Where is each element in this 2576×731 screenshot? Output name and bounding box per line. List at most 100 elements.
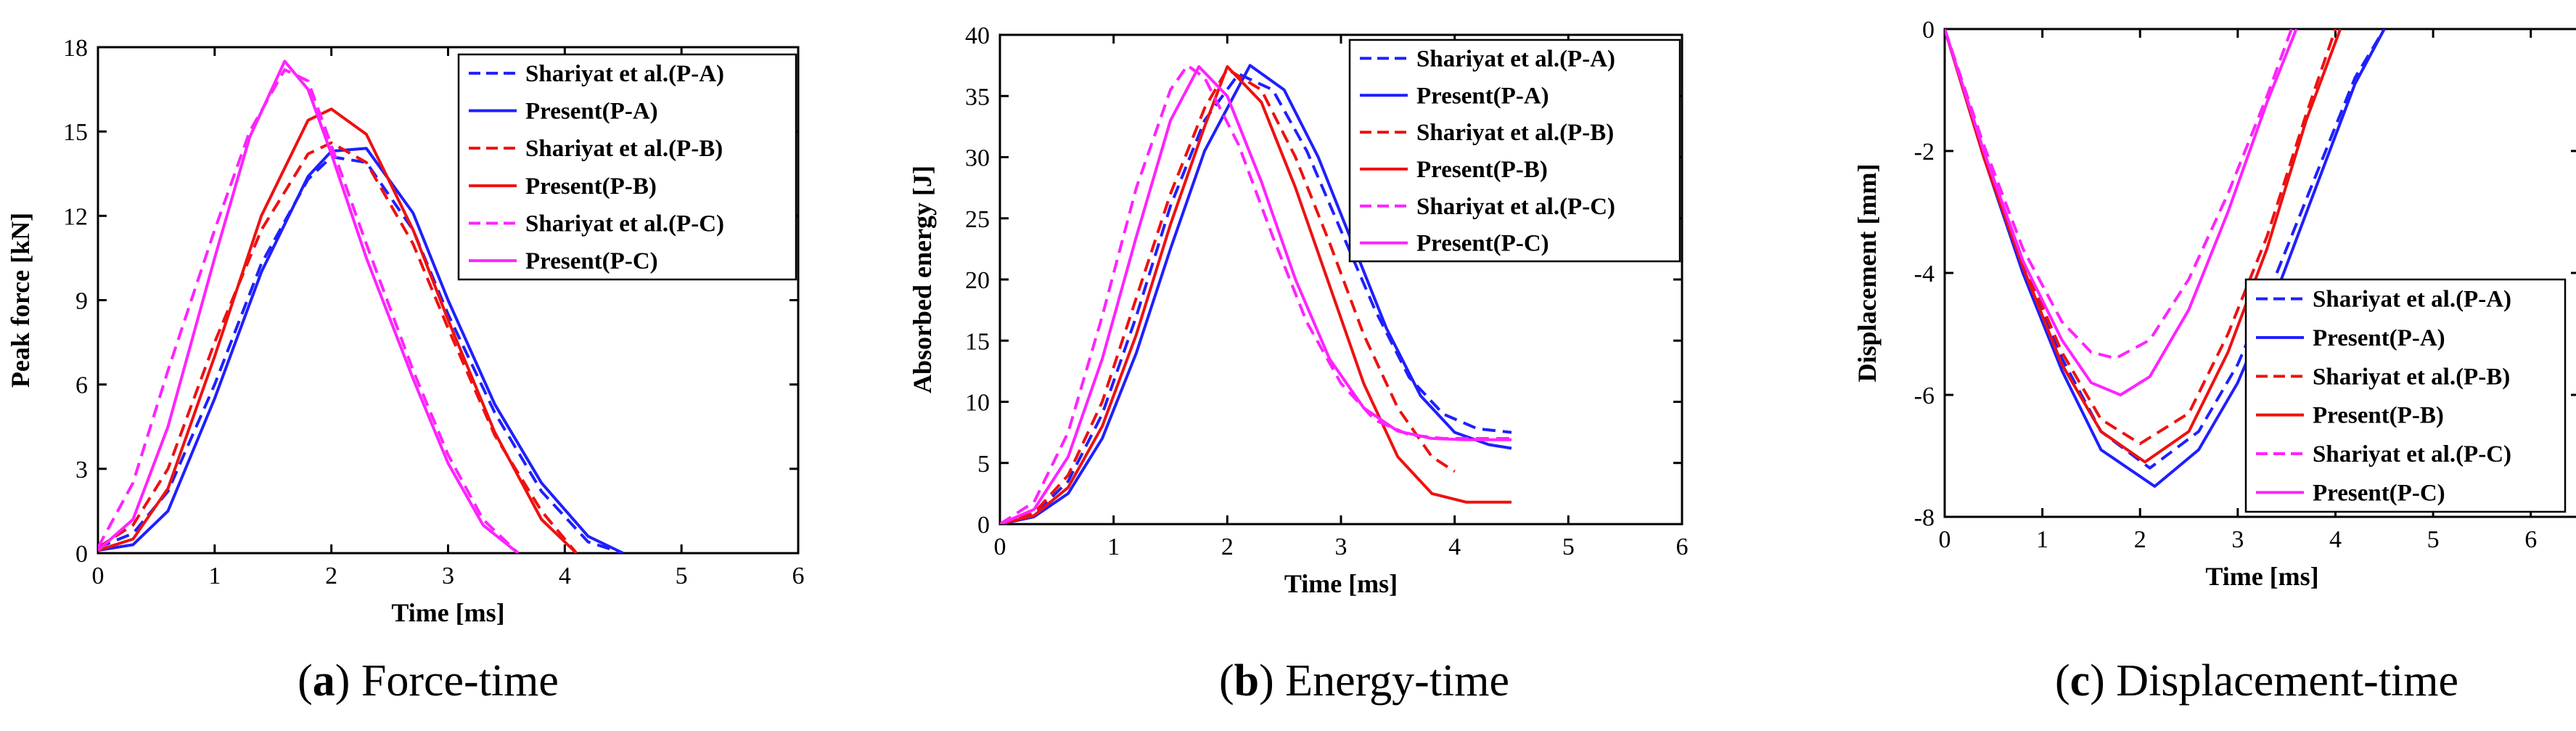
x-axis-title: Time [ms] — [391, 598, 504, 627]
chart-c: 0 1 2 3 4 5 6 -8 -6 -4 -2 0 Time [ms] Displacement [m… — [1853, 17, 2576, 706]
series-line — [1000, 65, 1511, 524]
legend: Shariyat et al.(P-A) Present(P-A) Shariyat… — [1348, 38, 1681, 263]
y-tick-label: 18 — [63, 35, 88, 62]
legend-label: Present(P-A) — [2313, 325, 2445, 351]
legend-label: Shariyat et al.(P-B) — [1416, 120, 1614, 146]
x-tick-label: 2 — [325, 563, 337, 589]
series-line — [98, 68, 520, 553]
series-line — [98, 155, 624, 553]
x-tick-label: 6 — [2524, 526, 2537, 553]
y-tick-label: 3 — [75, 457, 88, 483]
series-line — [98, 147, 624, 553]
y-tick-label: -8 — [1914, 505, 1935, 531]
y-tick-label: 35 — [965, 83, 990, 110]
caption-paren-close: ) — [1259, 656, 1285, 706]
series-group — [1945, 29, 2386, 488]
y-tick-label: -4 — [1914, 261, 1935, 287]
legend-label: Shariyat et al.(P-A) — [2313, 287, 2511, 313]
x-tick-label: 4 — [2329, 526, 2342, 553]
y-tick-label: -6 — [1914, 383, 1935, 409]
legend: Shariyat et al.(P-A) Present(P-A) Shariyat… — [2244, 278, 2567, 513]
legend-label: Present(P-A) — [525, 99, 658, 125]
legend-box — [457, 53, 797, 281]
legend-label: Shariyat et al.(P-A) — [1416, 46, 1615, 72]
x-tick-label: 6 — [1676, 534, 1689, 560]
series-line — [1000, 68, 1456, 524]
caption-letter: a — [313, 656, 335, 706]
x-tick-label: 2 — [1221, 534, 1234, 560]
x-tick-label: 1 — [208, 563, 221, 589]
x-tick-label: 1 — [2036, 526, 2048, 553]
x-tick-label: 5 — [2427, 526, 2440, 553]
legend-box — [2244, 278, 2567, 513]
panel-caption: (b) Energy-time — [1219, 656, 1509, 706]
legend-label: Present(P-B) — [2313, 403, 2444, 429]
y-axis-title: Displacement [mm] — [1853, 164, 1882, 383]
legend-label: Shariyat et al.(P-C) — [1416, 194, 1615, 220]
y-tick-label: -2 — [1914, 139, 1935, 166]
panel-caption: (a) Force-time — [298, 656, 559, 706]
x-tick-label: 6 — [792, 563, 805, 589]
legend-label: Shariyat et al.(P-C) — [525, 211, 724, 237]
legend-label: Shariyat et al.(P-C) — [2313, 441, 2511, 467]
caption-paren-open: ( — [2055, 656, 2070, 706]
y-tick-label: 0 — [1922, 17, 1935, 44]
y-tick-label: 15 — [63, 119, 88, 146]
y-axis-title: Peak force [kN] — [6, 213, 35, 388]
x-axis-title: Time [ms] — [1284, 569, 1398, 598]
x-tick-label: 3 — [1335, 534, 1348, 560]
y-axis-title: Absorbed energy [J] — [908, 166, 937, 393]
y-tick-label: 9 — [75, 288, 88, 315]
y-tick-label: 10 — [965, 390, 990, 417]
y-tick-label: 0 — [977, 512, 990, 539]
x-tick-label: 4 — [559, 563, 571, 589]
caption-paren-close: ) — [335, 656, 361, 706]
x-tick-label: 0 — [1939, 526, 1951, 553]
series-group — [1000, 64, 1512, 524]
x-tick-label: 0 — [994, 534, 1006, 560]
x-tick-label: 4 — [1448, 534, 1461, 560]
legend-label: Shariyat et al.(P-B) — [525, 136, 723, 162]
legend-label: Present(P-B) — [1416, 157, 1548, 183]
series-line — [1000, 64, 1512, 524]
y-tick-label: 40 — [965, 23, 990, 49]
legend-label: Present(P-C) — [525, 248, 658, 274]
series-line — [98, 60, 520, 553]
x-tick-label: 3 — [2231, 526, 2244, 553]
x-axis-title: Time [ms] — [2205, 562, 2318, 591]
x-tick-label: 1 — [1107, 534, 1120, 560]
y-tick-label: 0 — [75, 541, 88, 568]
series-line — [98, 107, 578, 553]
y-tick-label: 6 — [75, 372, 88, 399]
series-group — [98, 60, 624, 553]
caption-paren-open: ( — [298, 656, 313, 706]
y-tick-label: 5 — [977, 451, 990, 478]
legend-label: Present(P-A) — [1416, 83, 1549, 109]
x-tick-label: 5 — [1562, 534, 1575, 560]
caption-text: Force-time — [361, 656, 559, 706]
y-tick-label: 12 — [63, 203, 88, 230]
y-tick-label: 15 — [965, 328, 990, 355]
y-tick-label: 20 — [965, 267, 990, 294]
series-line — [1000, 65, 1511, 524]
series-line — [1945, 29, 2342, 464]
chart-b: 0 1 2 3 4 5 6 0 5 10 15 20 25 30 35 40 Time [ms] Absorbed… — [908, 23, 1689, 706]
series-line — [1945, 29, 2298, 396]
caption-letter: b — [1234, 656, 1259, 706]
caption-text: Displacement-time — [2116, 656, 2458, 706]
legend-label: Shariyat et al.(P-B) — [2313, 364, 2510, 390]
caption-text: Energy-time — [1285, 656, 1509, 706]
y-tick-label: 25 — [965, 206, 990, 233]
caption-letter: c — [2070, 656, 2091, 706]
series-line — [1945, 29, 2386, 488]
caption-paren-open: ( — [1219, 656, 1234, 706]
panel-caption: (c) Displacement-time — [2055, 656, 2458, 706]
x-tick-label: 0 — [92, 563, 104, 589]
legend: Shariyat et al.(P-A) Present(P-A) Shariyat… — [457, 53, 797, 281]
legend-label: Present(P-C) — [2313, 480, 2445, 506]
legend-box — [1348, 38, 1681, 263]
x-tick-label: 2 — [2134, 526, 2146, 553]
legend-label: Present(P-C) — [1416, 231, 1549, 257]
